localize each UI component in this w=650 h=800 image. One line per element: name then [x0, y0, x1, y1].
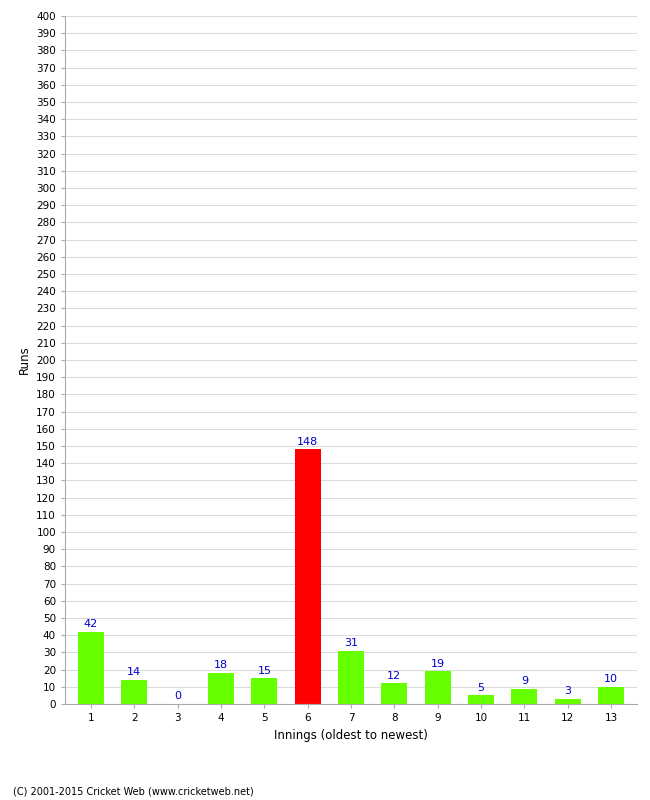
Text: 0: 0	[174, 691, 181, 702]
Y-axis label: Runs: Runs	[18, 346, 31, 374]
Bar	[294, 450, 320, 704]
Text: 15: 15	[257, 666, 271, 676]
Text: 148: 148	[297, 437, 318, 447]
Text: 18: 18	[214, 661, 228, 670]
Text: 3: 3	[564, 686, 571, 696]
X-axis label: Innings (oldest to newest): Innings (oldest to newest)	[274, 729, 428, 742]
Text: 42: 42	[84, 619, 98, 629]
Bar	[78, 632, 104, 704]
Bar	[468, 695, 494, 704]
Bar	[122, 680, 148, 704]
Text: 19: 19	[430, 658, 445, 669]
Text: (C) 2001-2015 Cricket Web (www.cricketweb.net): (C) 2001-2015 Cricket Web (www.cricketwe…	[13, 786, 254, 796]
Text: 12: 12	[387, 670, 402, 681]
Bar	[424, 671, 450, 704]
Text: 5: 5	[478, 683, 484, 693]
Text: 14: 14	[127, 667, 142, 678]
Text: 10: 10	[604, 674, 618, 684]
Bar	[382, 683, 408, 704]
Text: 31: 31	[344, 638, 358, 648]
Bar	[252, 678, 278, 704]
Bar	[512, 689, 538, 704]
Bar	[208, 673, 234, 704]
Bar	[338, 650, 364, 704]
Bar	[554, 699, 580, 704]
Text: 9: 9	[521, 676, 528, 686]
Bar	[598, 686, 624, 704]
